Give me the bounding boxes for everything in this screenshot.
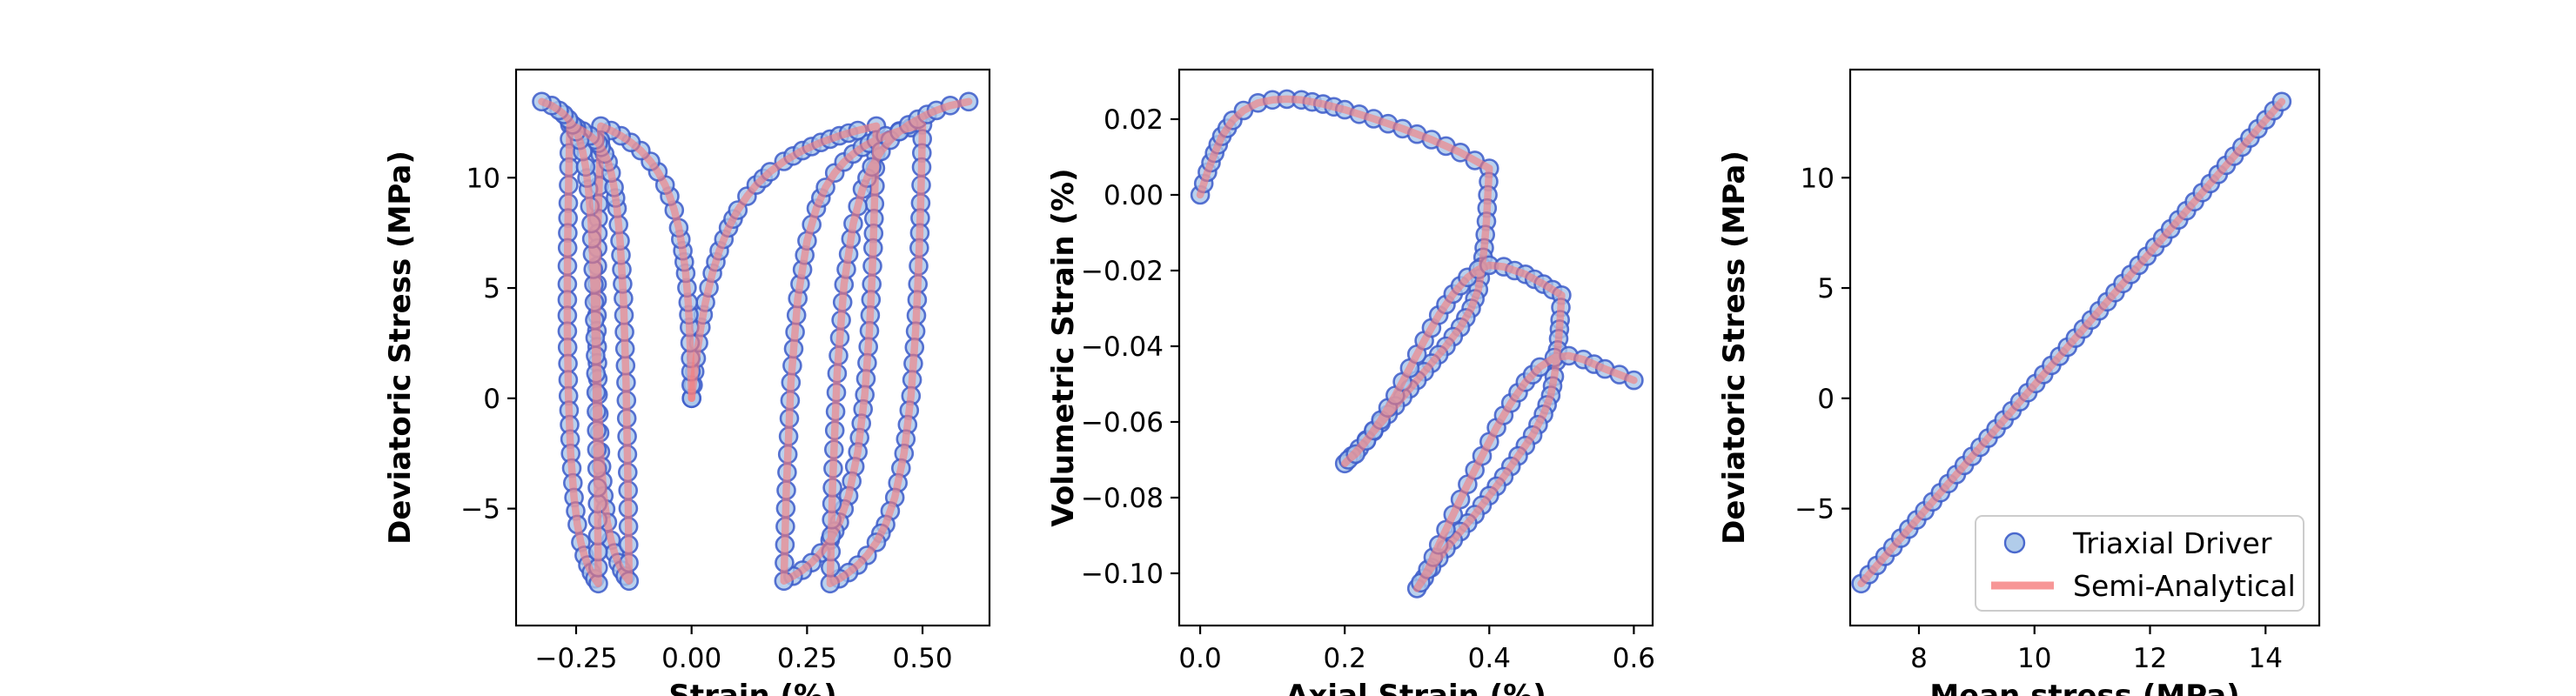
- x-tick-label: 0.0: [1178, 643, 1221, 674]
- legend-item-label: Semi-Analytical: [2073, 569, 2296, 603]
- y-axis-label: Deviatoric Stress (MPa): [1717, 151, 1752, 545]
- line-series-semi-analytical: [1857, 97, 2286, 588]
- y-axis-label: Volumetric Strain (%): [1046, 168, 1081, 526]
- y-tick-label: −0.10: [1081, 559, 1164, 590]
- line-series-semi-analytical: [538, 97, 973, 588]
- semi-analytical-line: [538, 97, 695, 588]
- subplot-deviatoric-stress-vs-mean-stress: 8 10 12 14 −5 0 5 10 Mean stress (MPa) Deviatoric…: [1717, 68, 2321, 696]
- legend-marker-swatch: [2003, 532, 2026, 554]
- axes-frame: [1177, 68, 1654, 627]
- y-tick-label: 10: [466, 163, 500, 194]
- x-axis-label: Axial Strain (%): [1285, 679, 1546, 696]
- x-tick-label: 14: [2249, 643, 2283, 674]
- y-tick-label: −0.02: [1081, 256, 1164, 287]
- y-axis-label: Deviatoric Stress (MPa): [383, 151, 418, 545]
- semi-analytical-line: [1196, 95, 1638, 592]
- y-tick-label: 0: [1817, 384, 1835, 415]
- y-tick-label: 0.00: [1104, 180, 1164, 211]
- y-tick-label: −5: [460, 494, 500, 525]
- y-tick-label: 0: [483, 384, 500, 415]
- x-tick-label: 0.2: [1324, 643, 1366, 674]
- x-tick-label: 0.4: [1468, 643, 1511, 674]
- semi-analytical-line: [1857, 97, 2286, 588]
- y-tick-label: 10: [1801, 163, 1835, 194]
- x-tick-label: 0.6: [1613, 643, 1655, 674]
- x-axis-ticks: 8 10 12 14: [1910, 626, 2283, 674]
- x-tick-label: 0.00: [661, 643, 721, 674]
- x-axis-label: Strain (%): [668, 679, 836, 696]
- subplot-volumetric-vs-axial-strain: 0.0 0.2 0.4 0.6 0.02 0.00 −0.02 −0.04 −0.06 −0.08…: [1046, 68, 1655, 696]
- line-series-semi-analytical: [1196, 95, 1638, 592]
- x-tick-label: 10: [2017, 643, 2051, 674]
- y-tick-label: 5: [483, 273, 500, 304]
- y-axis-ticks: −5 0 5 10: [1794, 163, 1850, 525]
- y-tick-label: −0.04: [1081, 331, 1164, 363]
- y-tick-label: 5: [1817, 273, 1835, 304]
- x-axis-label: Mean stress (MPa): [1929, 679, 2239, 696]
- semi-analytical-line: [688, 97, 973, 588]
- y-axis-ticks: 0.02 0.00 −0.02 −0.04 −0.06 −0.08 −0.10: [1081, 104, 1179, 590]
- y-axis-ticks: −5 0 5 10: [460, 163, 516, 525]
- y-tick-label: −0.08: [1081, 483, 1164, 514]
- x-tick-label: 8: [1910, 643, 1928, 674]
- legend: Triaxial Driver Semi-Analytical: [1975, 515, 2304, 612]
- x-tick-label: −0.25: [534, 643, 617, 674]
- legend-item-label: Triaxial Driver: [2072, 526, 2272, 560]
- subplot-deviatoric-stress-vs-strain: −0.25 0.00 0.25 0.50 −5 0 5 10 Strain (%) Deviato…: [383, 68, 991, 696]
- x-axis-ticks: 0.0 0.2 0.4 0.6: [1178, 626, 1655, 674]
- x-tick-label: 0.50: [893, 643, 953, 674]
- y-tick-label: −0.06: [1081, 407, 1164, 438]
- axes-frame: [1848, 68, 2321, 627]
- x-tick-label: 0.25: [777, 643, 837, 674]
- legend-box: [1975, 515, 2304, 612]
- y-tick-label: −5: [1794, 494, 1835, 525]
- axes-frame: [514, 68, 991, 627]
- x-axis-ticks: −0.25 0.00 0.25 0.50: [534, 626, 953, 674]
- x-tick-label: 12: [2133, 643, 2167, 674]
- y-tick-label: 0.02: [1104, 104, 1164, 136]
